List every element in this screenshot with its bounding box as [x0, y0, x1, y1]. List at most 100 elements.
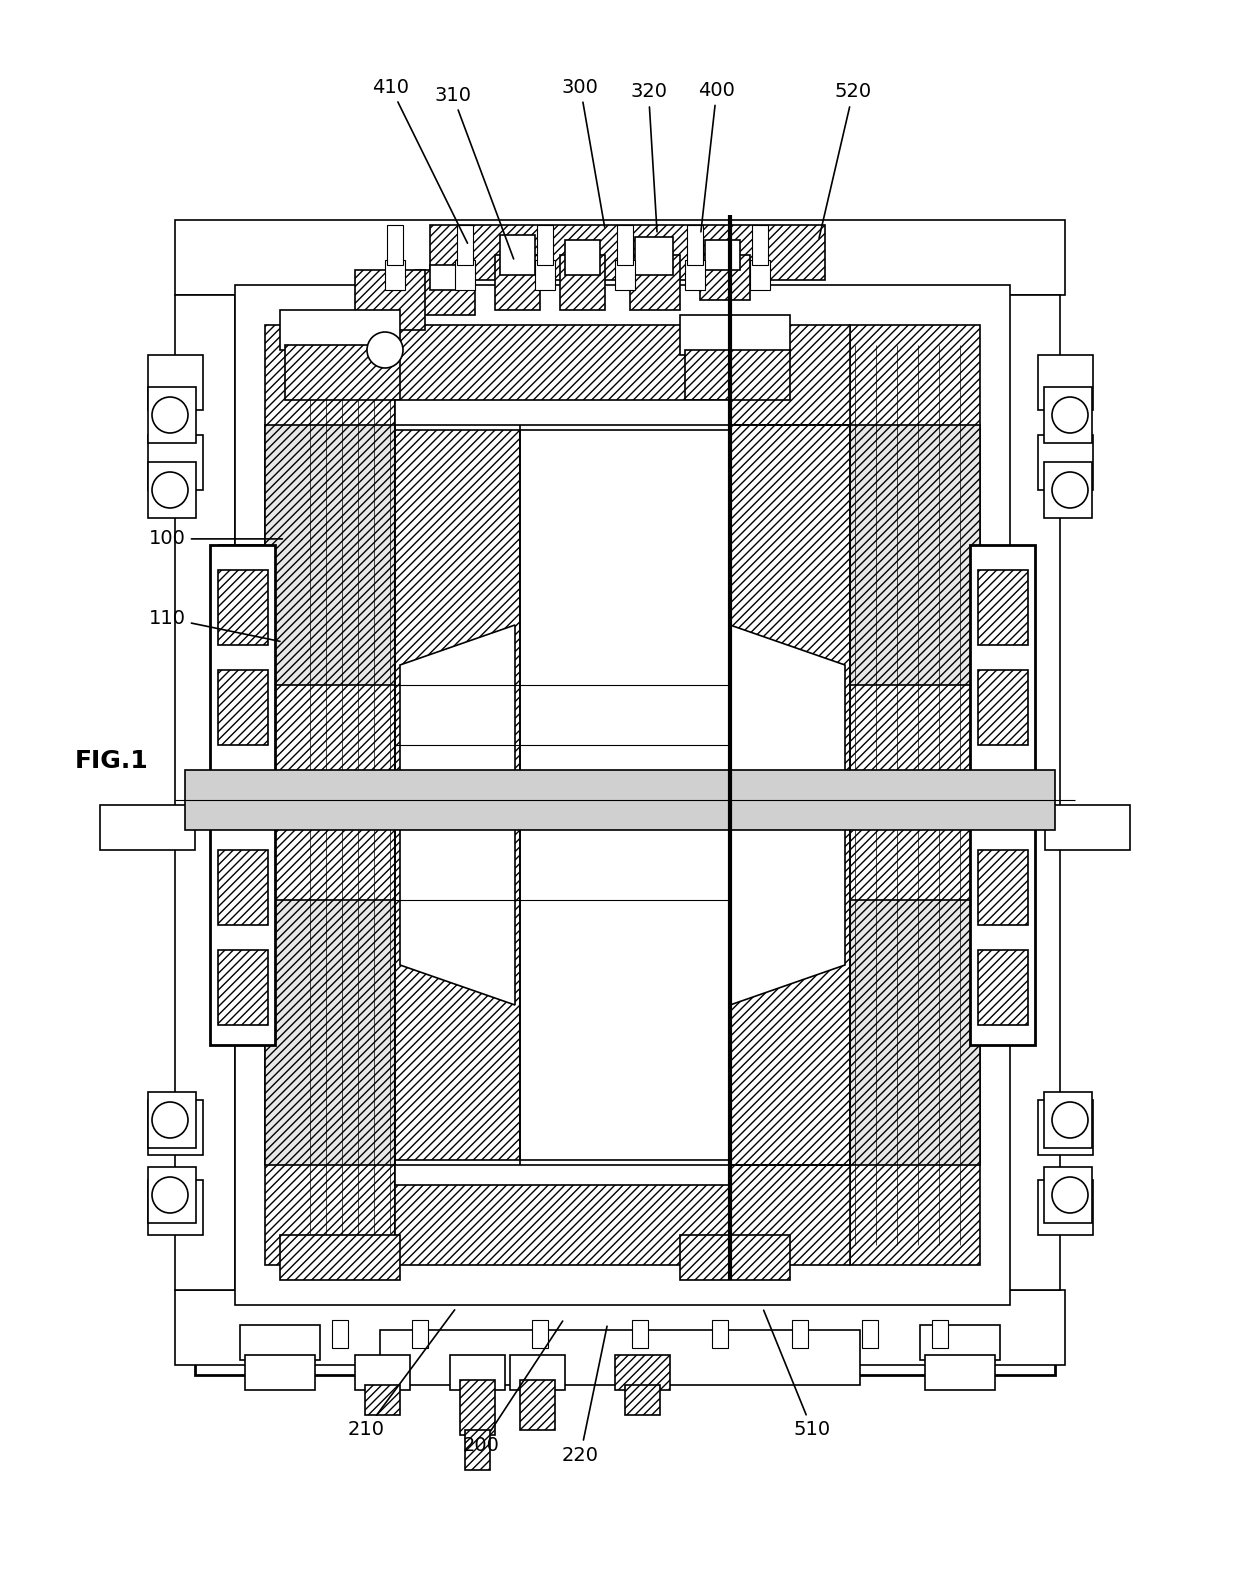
Bar [635, 238, 673, 276]
Text: 110: 110 [149, 609, 280, 642]
Bar [1038, 1100, 1092, 1155]
Bar [680, 315, 790, 355]
Bar [978, 670, 1028, 745]
Text: 320: 320 [630, 82, 667, 231]
Bar [175, 220, 1065, 295]
Bar [396, 1160, 730, 1186]
Bar [1004, 295, 1060, 1290]
Bar [218, 949, 268, 1025]
Bar [450, 1355, 505, 1390]
Bar [455, 260, 475, 290]
Bar [532, 1320, 548, 1347]
Bar [1044, 387, 1092, 442]
Bar [148, 1167, 196, 1224]
Circle shape [367, 331, 403, 368]
Circle shape [1052, 396, 1087, 433]
Bar [920, 1325, 999, 1360]
Bar [970, 545, 1035, 1045]
Text: 200: 200 [463, 1320, 563, 1455]
Bar [285, 346, 401, 399]
Text: 310: 310 [434, 86, 513, 258]
Text: 100: 100 [149, 529, 283, 548]
Bar [534, 260, 556, 290]
Bar [175, 1290, 1065, 1365]
Bar [100, 805, 195, 850]
Bar [630, 255, 680, 311]
Polygon shape [265, 900, 396, 1165]
Polygon shape [265, 325, 396, 1265]
Bar [1044, 461, 1092, 518]
Bar [1044, 1092, 1092, 1148]
Text: 300: 300 [562, 78, 605, 227]
Bar [701, 255, 750, 300]
Bar [412, 1320, 428, 1347]
Bar [175, 295, 236, 1290]
Bar [500, 235, 534, 276]
Bar [978, 949, 1028, 1025]
Bar [684, 350, 790, 399]
Bar [680, 1235, 790, 1281]
Bar [751, 225, 768, 265]
Bar [465, 1430, 490, 1469]
Text: 410: 410 [372, 78, 467, 243]
Circle shape [1052, 1102, 1087, 1138]
Text: 520: 520 [820, 82, 872, 238]
Bar [396, 399, 730, 430]
Polygon shape [396, 425, 520, 1165]
Bar [520, 1381, 556, 1430]
Bar [458, 225, 472, 265]
Bar [387, 225, 403, 265]
Bar [978, 571, 1028, 645]
Text: 510: 510 [764, 1311, 831, 1439]
Bar [618, 225, 632, 265]
Text: 220: 220 [562, 1327, 608, 1465]
Bar [712, 1320, 728, 1347]
Bar [625, 1385, 660, 1415]
Bar [750, 260, 770, 290]
Bar [687, 225, 703, 265]
Bar [148, 387, 196, 442]
Bar [148, 434, 203, 490]
Bar [537, 225, 553, 265]
Bar [495, 255, 539, 311]
Bar [684, 260, 706, 290]
Polygon shape [849, 325, 980, 1265]
Text: 210: 210 [347, 1309, 455, 1439]
Bar [1038, 1179, 1092, 1235]
Bar [615, 1355, 670, 1390]
Bar [236, 285, 1011, 1304]
Bar [520, 425, 730, 1165]
Bar [1038, 355, 1092, 411]
Bar [925, 1355, 994, 1390]
Bar [148, 1179, 203, 1235]
Bar [218, 670, 268, 745]
Circle shape [153, 396, 188, 433]
Circle shape [1052, 1178, 1087, 1213]
Bar [210, 545, 275, 1045]
Bar [355, 269, 425, 330]
Bar [565, 239, 600, 276]
Bar [195, 225, 1055, 1376]
Bar [280, 311, 401, 350]
Bar [280, 1235, 401, 1281]
Polygon shape [265, 425, 396, 685]
Bar [430, 265, 460, 290]
Bar [379, 1330, 861, 1385]
Circle shape [1052, 472, 1087, 509]
Bar [218, 571, 268, 645]
Bar [932, 1320, 949, 1347]
Text: 400: 400 [698, 81, 735, 231]
Bar [862, 1320, 878, 1347]
Polygon shape [396, 1165, 849, 1265]
Circle shape [153, 1102, 188, 1138]
Circle shape [153, 472, 188, 509]
Bar [218, 850, 268, 926]
Bar [148, 461, 196, 518]
Circle shape [153, 1178, 188, 1213]
Bar [185, 770, 1055, 831]
Bar [615, 260, 635, 290]
Polygon shape [396, 325, 849, 425]
Bar [148, 1100, 203, 1155]
Bar [241, 1325, 320, 1360]
Text: FIG.1: FIG.1 [74, 748, 149, 773]
